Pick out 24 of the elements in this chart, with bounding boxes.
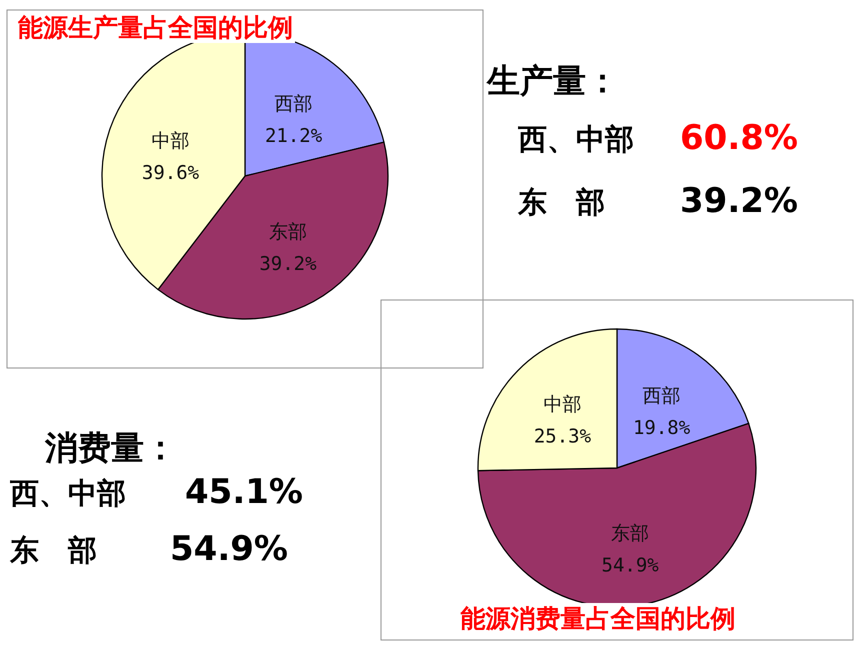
text: 39.2% — [680, 181, 798, 221]
data-label: 25.3% — [534, 425, 592, 448]
data-label: 21.2% — [264, 125, 323, 148]
slice-label: 中部 — [152, 130, 190, 152]
text: 西、中部 — [517, 122, 634, 156]
slice-label: 东部 — [611, 522, 650, 544]
text: 生产量： — [486, 61, 619, 100]
slice-label: 西部 — [274, 93, 313, 116]
chart-title: 能源生产量占全国的比例 — [18, 13, 293, 42]
text: 54.9% — [170, 529, 288, 569]
text: 能源消费量占全国的比例 — [460, 604, 736, 633]
data-label: 39.6% — [142, 162, 200, 184]
text: 消费量： — [44, 428, 177, 467]
text: 东 部 — [9, 533, 97, 567]
data-label: 54.9% — [602, 554, 660, 576]
data-label: 19.8% — [632, 416, 691, 439]
slice-label: 西部 — [642, 384, 681, 407]
text: 西、中部 — [9, 476, 126, 510]
text: 60.8% — [680, 118, 798, 158]
text: 45.1% — [185, 472, 303, 512]
text: 东 部 — [517, 185, 605, 219]
slice-label: 中部 — [543, 393, 582, 416]
slice-label: 东部 — [268, 220, 307, 243]
data-label: 39.2% — [259, 252, 318, 275]
